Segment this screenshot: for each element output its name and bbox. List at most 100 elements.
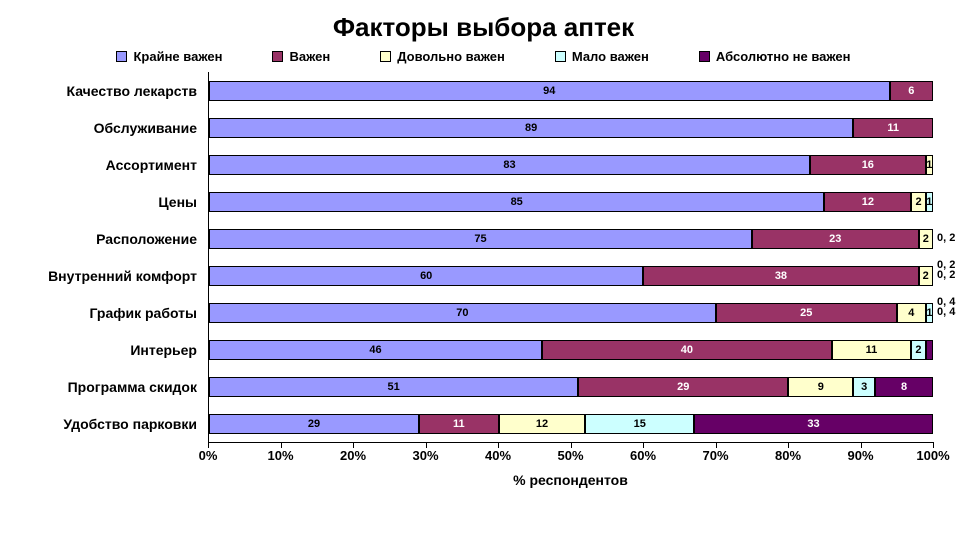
- segment-value: 89: [525, 122, 537, 134]
- x-tick-label: 60%: [630, 448, 656, 463]
- bar-track: 89 11: [209, 118, 933, 138]
- segment-value: 29: [677, 381, 689, 393]
- legend-swatch: [380, 51, 391, 62]
- category-label: Удобство парковки: [63, 416, 197, 432]
- bar-row: 4640112: [209, 340, 933, 360]
- bar-row: 89 11: [209, 118, 933, 138]
- bar-segment: 85: [209, 192, 824, 212]
- bar-row: 752320, 2: [209, 229, 933, 249]
- bar-segment: 83: [209, 155, 810, 175]
- x-tick-label: 50%: [557, 448, 583, 463]
- bar-row: 83 16 1: [209, 155, 933, 175]
- x-tick-label: 40%: [485, 448, 511, 463]
- legend-swatch: [699, 51, 710, 62]
- bar-segment: 12: [824, 192, 911, 212]
- segment-value: 2: [923, 233, 929, 245]
- row-side-labels: 0, 2: [937, 233, 955, 243]
- legend-label: Мало важен: [572, 49, 649, 64]
- bar-track: 70 25 41: [209, 303, 933, 323]
- bar-row: 51 29 9 3 8: [209, 377, 933, 397]
- legend-swatch: [272, 51, 283, 62]
- bar-segment: 15: [585, 414, 694, 434]
- bar-segment: 3: [853, 377, 875, 397]
- segment-value: 11: [453, 418, 465, 430]
- bar-segment: 9: [788, 377, 853, 397]
- x-tick-label: 30%: [412, 448, 438, 463]
- bar-segment: 11: [832, 340, 912, 360]
- segment-value: 11: [887, 122, 899, 134]
- segment-value: 1: [926, 307, 932, 319]
- bar-segment: 38: [643, 266, 918, 286]
- bar-segment: 16: [810, 155, 926, 175]
- bar-segment: 89: [209, 118, 853, 138]
- legend-swatch: [116, 51, 127, 62]
- bar-segment: 4: [897, 303, 926, 323]
- segment-value: 4: [908, 307, 914, 319]
- segment-value: 85: [511, 196, 523, 208]
- chart-area: Качество лекарств946Обслуживание8911Ассо…: [208, 72, 933, 472]
- outside-value: 0, 4: [937, 307, 955, 317]
- segment-value: 38: [775, 270, 787, 282]
- bar-segment: 11: [853, 118, 933, 138]
- segment-value: 1: [926, 159, 932, 171]
- bar-segment: 60: [209, 266, 643, 286]
- category-label: Ассортимент: [106, 157, 197, 173]
- segment-value: 15: [634, 418, 646, 430]
- legend-label: Важен: [289, 49, 330, 64]
- bar-segment: 1: [926, 303, 933, 323]
- bar-segment: 1: [926, 155, 933, 175]
- legend-label: Абсолютно не важен: [716, 49, 851, 64]
- bar-track: 60382: [209, 266, 933, 286]
- segment-value: 29: [308, 418, 320, 430]
- bar-segment: 23: [752, 229, 919, 249]
- bar-segment: 70: [209, 303, 716, 323]
- bar-segment: 46: [209, 340, 542, 360]
- bar-segment: 6: [890, 81, 933, 101]
- bar-segment: 33: [694, 414, 933, 434]
- legend-label: Довольно важен: [397, 49, 505, 64]
- bar-segment: 29: [209, 414, 419, 434]
- x-tick-label: 0%: [199, 448, 218, 463]
- bar-row: 946: [209, 81, 933, 101]
- segment-value: 83: [503, 159, 515, 171]
- x-axis-title: % респондентов: [208, 472, 933, 488]
- legend-not-very-important: Мало важен: [555, 49, 649, 64]
- bar-track: 85 12 21: [209, 192, 933, 212]
- segment-value: 46: [369, 344, 381, 356]
- bar-track: 75 23 2: [209, 229, 933, 249]
- category-label: Цены: [158, 194, 197, 210]
- chart-title: Факторы выбора аптек: [0, 0, 967, 49]
- x-tick-label: 20%: [340, 448, 366, 463]
- bar-track: 51 29 9 3 8: [209, 377, 933, 397]
- segment-value: 60: [420, 270, 432, 282]
- legend-important: Важен: [272, 49, 330, 64]
- segment-value: 2: [915, 196, 921, 208]
- bar-segment: 75: [209, 229, 752, 249]
- segment-value: 25: [800, 307, 812, 319]
- bar-segment: 40: [542, 340, 832, 360]
- segment-value: 40: [681, 344, 693, 356]
- segment-value: 6: [908, 85, 914, 97]
- legend-fairly-important: Довольно важен: [380, 49, 505, 64]
- segment-value: 23: [829, 233, 841, 245]
- outside-value: 0, 2: [937, 270, 955, 280]
- segment-value: 1: [926, 196, 932, 208]
- segment-value: 8: [901, 381, 907, 393]
- category-label: Качество лекарств: [67, 83, 197, 99]
- bar-row: 85 12 21: [209, 192, 933, 212]
- row-side-labels: 0, 20, 2: [937, 260, 955, 280]
- segment-value: 9: [818, 381, 824, 393]
- segment-value: 16: [862, 159, 874, 171]
- segment-value: 12: [536, 418, 548, 430]
- outside-value: 0, 2: [937, 233, 955, 243]
- category-label: Интерьер: [130, 342, 197, 358]
- segment-value: 12: [862, 196, 874, 208]
- outside-value: 0, 4: [937, 297, 955, 307]
- bar-track: 946: [209, 81, 933, 101]
- bar-segment: 12: [499, 414, 586, 434]
- outside-value: 0, 2: [937, 260, 955, 270]
- x-tick-label: 70%: [702, 448, 728, 463]
- segment-value: 51: [387, 381, 399, 393]
- bar-track: 29 11 12 15 33: [209, 414, 933, 434]
- segment-value: 75: [474, 233, 486, 245]
